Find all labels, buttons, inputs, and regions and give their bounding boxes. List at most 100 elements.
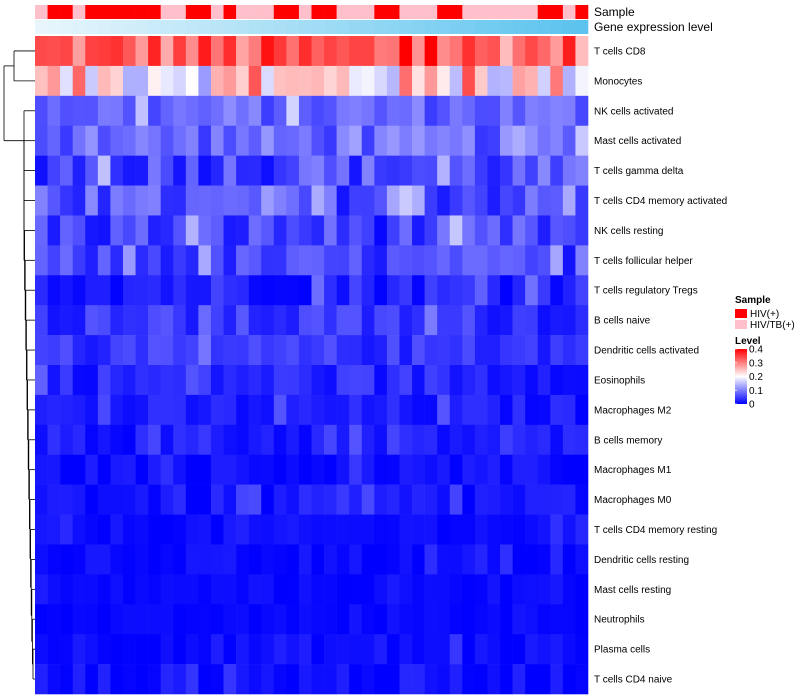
heatmap-cell xyxy=(97,365,111,396)
heatmap-cell xyxy=(72,484,86,515)
heatmap-cell xyxy=(386,305,400,336)
heatmap-cell xyxy=(47,664,61,695)
expression-cell xyxy=(525,20,539,34)
heatmap-cell xyxy=(500,484,513,515)
heatmap-cell xyxy=(122,305,136,336)
heatmap-cell xyxy=(324,95,337,127)
heatmap-cell xyxy=(248,305,262,336)
expression-cell xyxy=(550,20,564,34)
heatmap-cell xyxy=(386,544,400,575)
heatmap-cell xyxy=(462,454,476,485)
heatmap-cell xyxy=(412,95,425,127)
heatmap-cell xyxy=(575,574,589,605)
heatmap-cell xyxy=(273,185,287,216)
heatmap-cell xyxy=(185,604,199,635)
heatmap-cell xyxy=(386,664,400,695)
heatmap-cell xyxy=(550,544,564,575)
row-dendrogram xyxy=(3,50,35,680)
heatmap-cell xyxy=(462,65,476,97)
heatmap-cell xyxy=(449,394,463,426)
heatmap-cell xyxy=(47,155,61,186)
heatmap-cell xyxy=(173,634,187,665)
legend-swatch-hiv xyxy=(735,309,747,318)
heatmap-cell xyxy=(248,125,262,156)
sample-cell xyxy=(399,5,413,19)
heatmap-cell xyxy=(85,305,99,336)
heatmap-cell xyxy=(537,664,551,695)
heatmap-cell xyxy=(148,664,161,695)
heatmap-cell xyxy=(210,454,224,485)
heatmap-cell xyxy=(386,394,400,426)
heatmap-cell xyxy=(437,634,451,665)
row-label: B cells naive xyxy=(594,316,651,327)
heatmap-cell xyxy=(525,664,539,695)
expression-cell xyxy=(47,20,61,34)
heatmap-cell xyxy=(462,185,476,216)
heatmap-cell xyxy=(210,185,224,216)
heatmap-cell xyxy=(173,544,187,575)
heatmap-cell xyxy=(562,65,576,97)
heatmap-cell xyxy=(399,365,413,396)
heatmap-cell xyxy=(60,544,74,575)
heatmap-cell xyxy=(185,65,199,97)
heatmap-cell xyxy=(110,365,124,396)
heatmap-cell xyxy=(575,424,589,456)
heatmap-cell xyxy=(298,514,312,545)
heatmap-cell xyxy=(148,185,161,216)
heatmap-cell xyxy=(324,604,337,635)
heatmap-cell xyxy=(35,275,48,306)
heatmap-cell xyxy=(311,155,325,186)
heatmap-cell xyxy=(361,275,375,306)
expression-cell xyxy=(386,20,400,34)
expression-cell xyxy=(72,20,86,34)
heatmap-cell xyxy=(198,305,212,336)
heatmap-cell xyxy=(248,155,262,186)
heatmap-cell xyxy=(512,305,526,336)
heatmap-cell xyxy=(273,394,287,426)
heatmap-cell xyxy=(273,544,287,575)
heatmap-cell xyxy=(198,335,212,366)
expression-cell xyxy=(575,20,589,34)
heatmap-cell xyxy=(160,185,174,216)
heatmap-cell xyxy=(512,365,526,396)
sample-cell xyxy=(462,5,476,19)
legend-level-title: Level xyxy=(735,336,761,347)
expression-cell xyxy=(412,20,425,34)
expression-cell xyxy=(273,20,287,34)
heatmap-cell xyxy=(273,424,287,456)
heatmap-cell xyxy=(85,125,99,156)
heatmap-cell xyxy=(47,484,61,515)
heatmap-cell xyxy=(72,664,86,695)
heatmap-cell xyxy=(223,664,237,695)
heatmap-cell xyxy=(236,275,249,306)
heatmap-cell xyxy=(261,514,275,545)
heatmap-cell xyxy=(462,604,476,635)
heatmap-cell xyxy=(236,454,249,485)
heatmap-cell xyxy=(298,604,312,635)
heatmap-cell xyxy=(324,574,337,605)
heatmap-cell xyxy=(173,574,187,605)
heatmap-cell xyxy=(60,245,74,276)
heatmap-cell xyxy=(160,394,174,426)
heatmap-cell xyxy=(135,335,149,366)
heatmap-cell xyxy=(135,365,149,396)
heatmap-cell xyxy=(537,65,551,97)
heatmap-cell xyxy=(60,394,74,426)
heatmap-cell xyxy=(324,664,337,695)
heatmap-cell xyxy=(273,454,287,485)
heatmap-cell xyxy=(60,604,74,635)
heatmap-cell xyxy=(298,394,312,426)
heatmap-cell xyxy=(462,394,476,426)
heatmap-cell xyxy=(550,514,564,545)
heatmap-cell xyxy=(575,185,589,216)
heatmap-cell xyxy=(537,155,551,186)
heatmap-cell xyxy=(399,574,413,605)
heatmap-cell xyxy=(500,335,513,366)
heatmap-cell xyxy=(324,514,337,545)
heatmap-cell xyxy=(198,245,212,276)
heatmap-cell xyxy=(537,394,551,426)
heatmap-cell xyxy=(525,365,539,396)
heatmap-cell xyxy=(562,394,576,426)
heatmap-cell xyxy=(424,604,438,635)
heatmap-cell xyxy=(273,574,287,605)
